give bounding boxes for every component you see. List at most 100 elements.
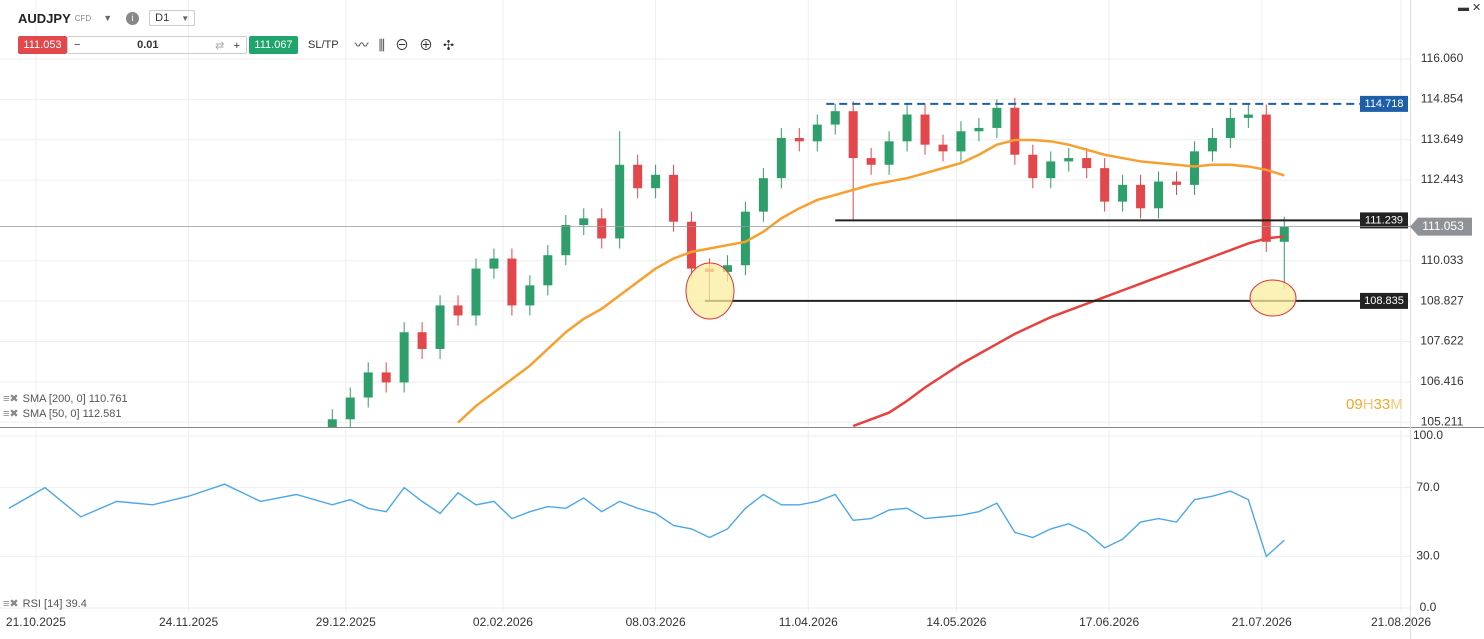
candle-body <box>507 258 517 306</box>
candle-body <box>633 164 643 189</box>
candle-body <box>1118 184 1128 202</box>
legend-value: 110.761 <box>88 393 128 405</box>
x-tick-label: 14.05.2026 <box>926 615 986 629</box>
candle-body <box>956 131 966 152</box>
candle-body <box>1243 114 1253 118</box>
timeframe: D1 <box>155 12 170 24</box>
level-label-bg <box>1360 212 1408 229</box>
candle-body <box>687 221 697 269</box>
y-tick-label: 105.211 <box>1421 414 1464 428</box>
candle-body <box>974 127 984 132</box>
candle-body <box>1189 151 1199 185</box>
highlight-circle <box>685 262 735 320</box>
x-tick-label: 21.10.2025 <box>6 615 66 629</box>
candle-body <box>866 158 876 165</box>
candle-body <box>1046 161 1056 179</box>
candle-body <box>543 255 553 286</box>
candle-body <box>489 258 499 269</box>
series-line <box>457 138 1285 424</box>
current-price-label: 111.053 <box>1422 219 1464 233</box>
candle-body <box>453 305 463 316</box>
candle-body <box>417 332 427 349</box>
legend-value: 112.581 <box>82 408 122 420</box>
candle-body <box>812 124 822 142</box>
timer: 09H33M <box>1346 396 1403 413</box>
lot-value: 0.01 <box>137 39 159 51</box>
y-tick-label: 30.0 <box>1416 549 1440 563</box>
y-tick-label: 112.443 <box>1421 172 1464 186</box>
info-icon[interactable]: i <box>126 11 140 25</box>
price-plot <box>0 0 1410 427</box>
level-label-bg <box>1360 292 1408 309</box>
candle-body <box>1028 154 1038 179</box>
candle-body <box>848 111 858 159</box>
timer-h: H <box>1362 396 1374 413</box>
candle-body <box>1136 184 1146 209</box>
candle-body <box>327 419 337 427</box>
y-tick-label: 108.827 <box>1420 293 1464 307</box>
candle-body <box>722 265 732 272</box>
sell-button[interactable]: 111.053 <box>18 36 67 54</box>
candle-body <box>1010 107 1020 155</box>
candle-body <box>381 372 391 383</box>
sma200-legend: ≡✖ SMA [200, 0] 110.761 <box>3 393 128 405</box>
series-line <box>852 235 1285 427</box>
y-tick-label: 100.0 <box>1413 428 1443 442</box>
candle-body <box>758 178 768 212</box>
timeframe-select[interactable]: D1 ▼ <box>149 10 196 26</box>
x-tick-label: 17.06.2026 <box>1079 615 1139 629</box>
buy-button[interactable]: 111.067 <box>249 36 298 54</box>
candle-body <box>615 164 625 239</box>
sltp-button[interactable]: SL/TP <box>308 39 339 51</box>
y-tick-label: 70.0 <box>1416 480 1440 494</box>
candle-body <box>794 137 804 142</box>
candle-body <box>776 137 786 179</box>
x-tick-label: 29.12.2025 <box>316 615 376 629</box>
candle-body <box>363 372 373 398</box>
highlight-circle <box>1249 279 1297 317</box>
candle-body <box>902 114 912 142</box>
candle-body <box>884 141 894 165</box>
candle-body <box>579 218 589 226</box>
symbol[interactable]: AUDJPY <box>18 10 71 26</box>
candle-body <box>992 107 1002 128</box>
candle-body <box>1064 158 1074 162</box>
candle-body <box>740 211 750 266</box>
symbol-row: AUDJPY CFD ▼ i D1 ▼ <box>18 9 196 27</box>
legend-name: RSI [14] <box>22 598 63 610</box>
candle-body <box>435 305 445 349</box>
candle-body <box>938 144 948 152</box>
timer-minutes: 33 <box>1373 396 1391 413</box>
timer-hours: 09 <box>1346 396 1363 413</box>
chart-tools[interactable]: 〰⫼⊖⊕✣ <box>354 37 465 53</box>
x-tick-label: 21.08.2026 <box>1371 615 1431 629</box>
level-label: 114.718 <box>1365 98 1404 110</box>
lot-input[interactable]: −0.01 ⇄ + <box>67 36 247 54</box>
x-tick-label: 21.07.2026 <box>1232 615 1292 629</box>
legend-name: SMA [50, 0] <box>22 408 80 420</box>
x-tick-label: 24.11.2025 <box>159 615 218 629</box>
candle-body <box>1279 226 1289 242</box>
y-tick-label: 114.854 <box>1421 92 1464 106</box>
y-tick-label: 106.416 <box>1420 374 1464 388</box>
sma50-legend: ≡✖ SMA [50, 0] 112.581 <box>3 408 122 420</box>
y-tick-label: 0.0 <box>1420 600 1437 614</box>
window-icon[interactable]: ▬ ✕ <box>1458 2 1481 14</box>
level-label: 108.835 <box>1364 295 1404 307</box>
y-tick-label: 113.649 <box>1421 132 1464 146</box>
candle-body <box>345 397 355 420</box>
candle-body <box>525 285 535 306</box>
symbol-dropdown[interactable]: ▼ <box>103 13 113 23</box>
level-label: 111.239 <box>1365 214 1403 226</box>
y-tick-label: 110.033 <box>1421 253 1464 267</box>
candle-body <box>1082 158 1092 169</box>
candle-body <box>1261 114 1271 242</box>
candle-body <box>1171 181 1181 185</box>
x-tick-label: 08.03.2026 <box>626 615 686 629</box>
candle-body <box>399 332 409 383</box>
candle-body <box>561 225 571 256</box>
instrument-type: CFD <box>74 13 92 23</box>
x-tick-label: 02.02.2026 <box>473 615 533 629</box>
